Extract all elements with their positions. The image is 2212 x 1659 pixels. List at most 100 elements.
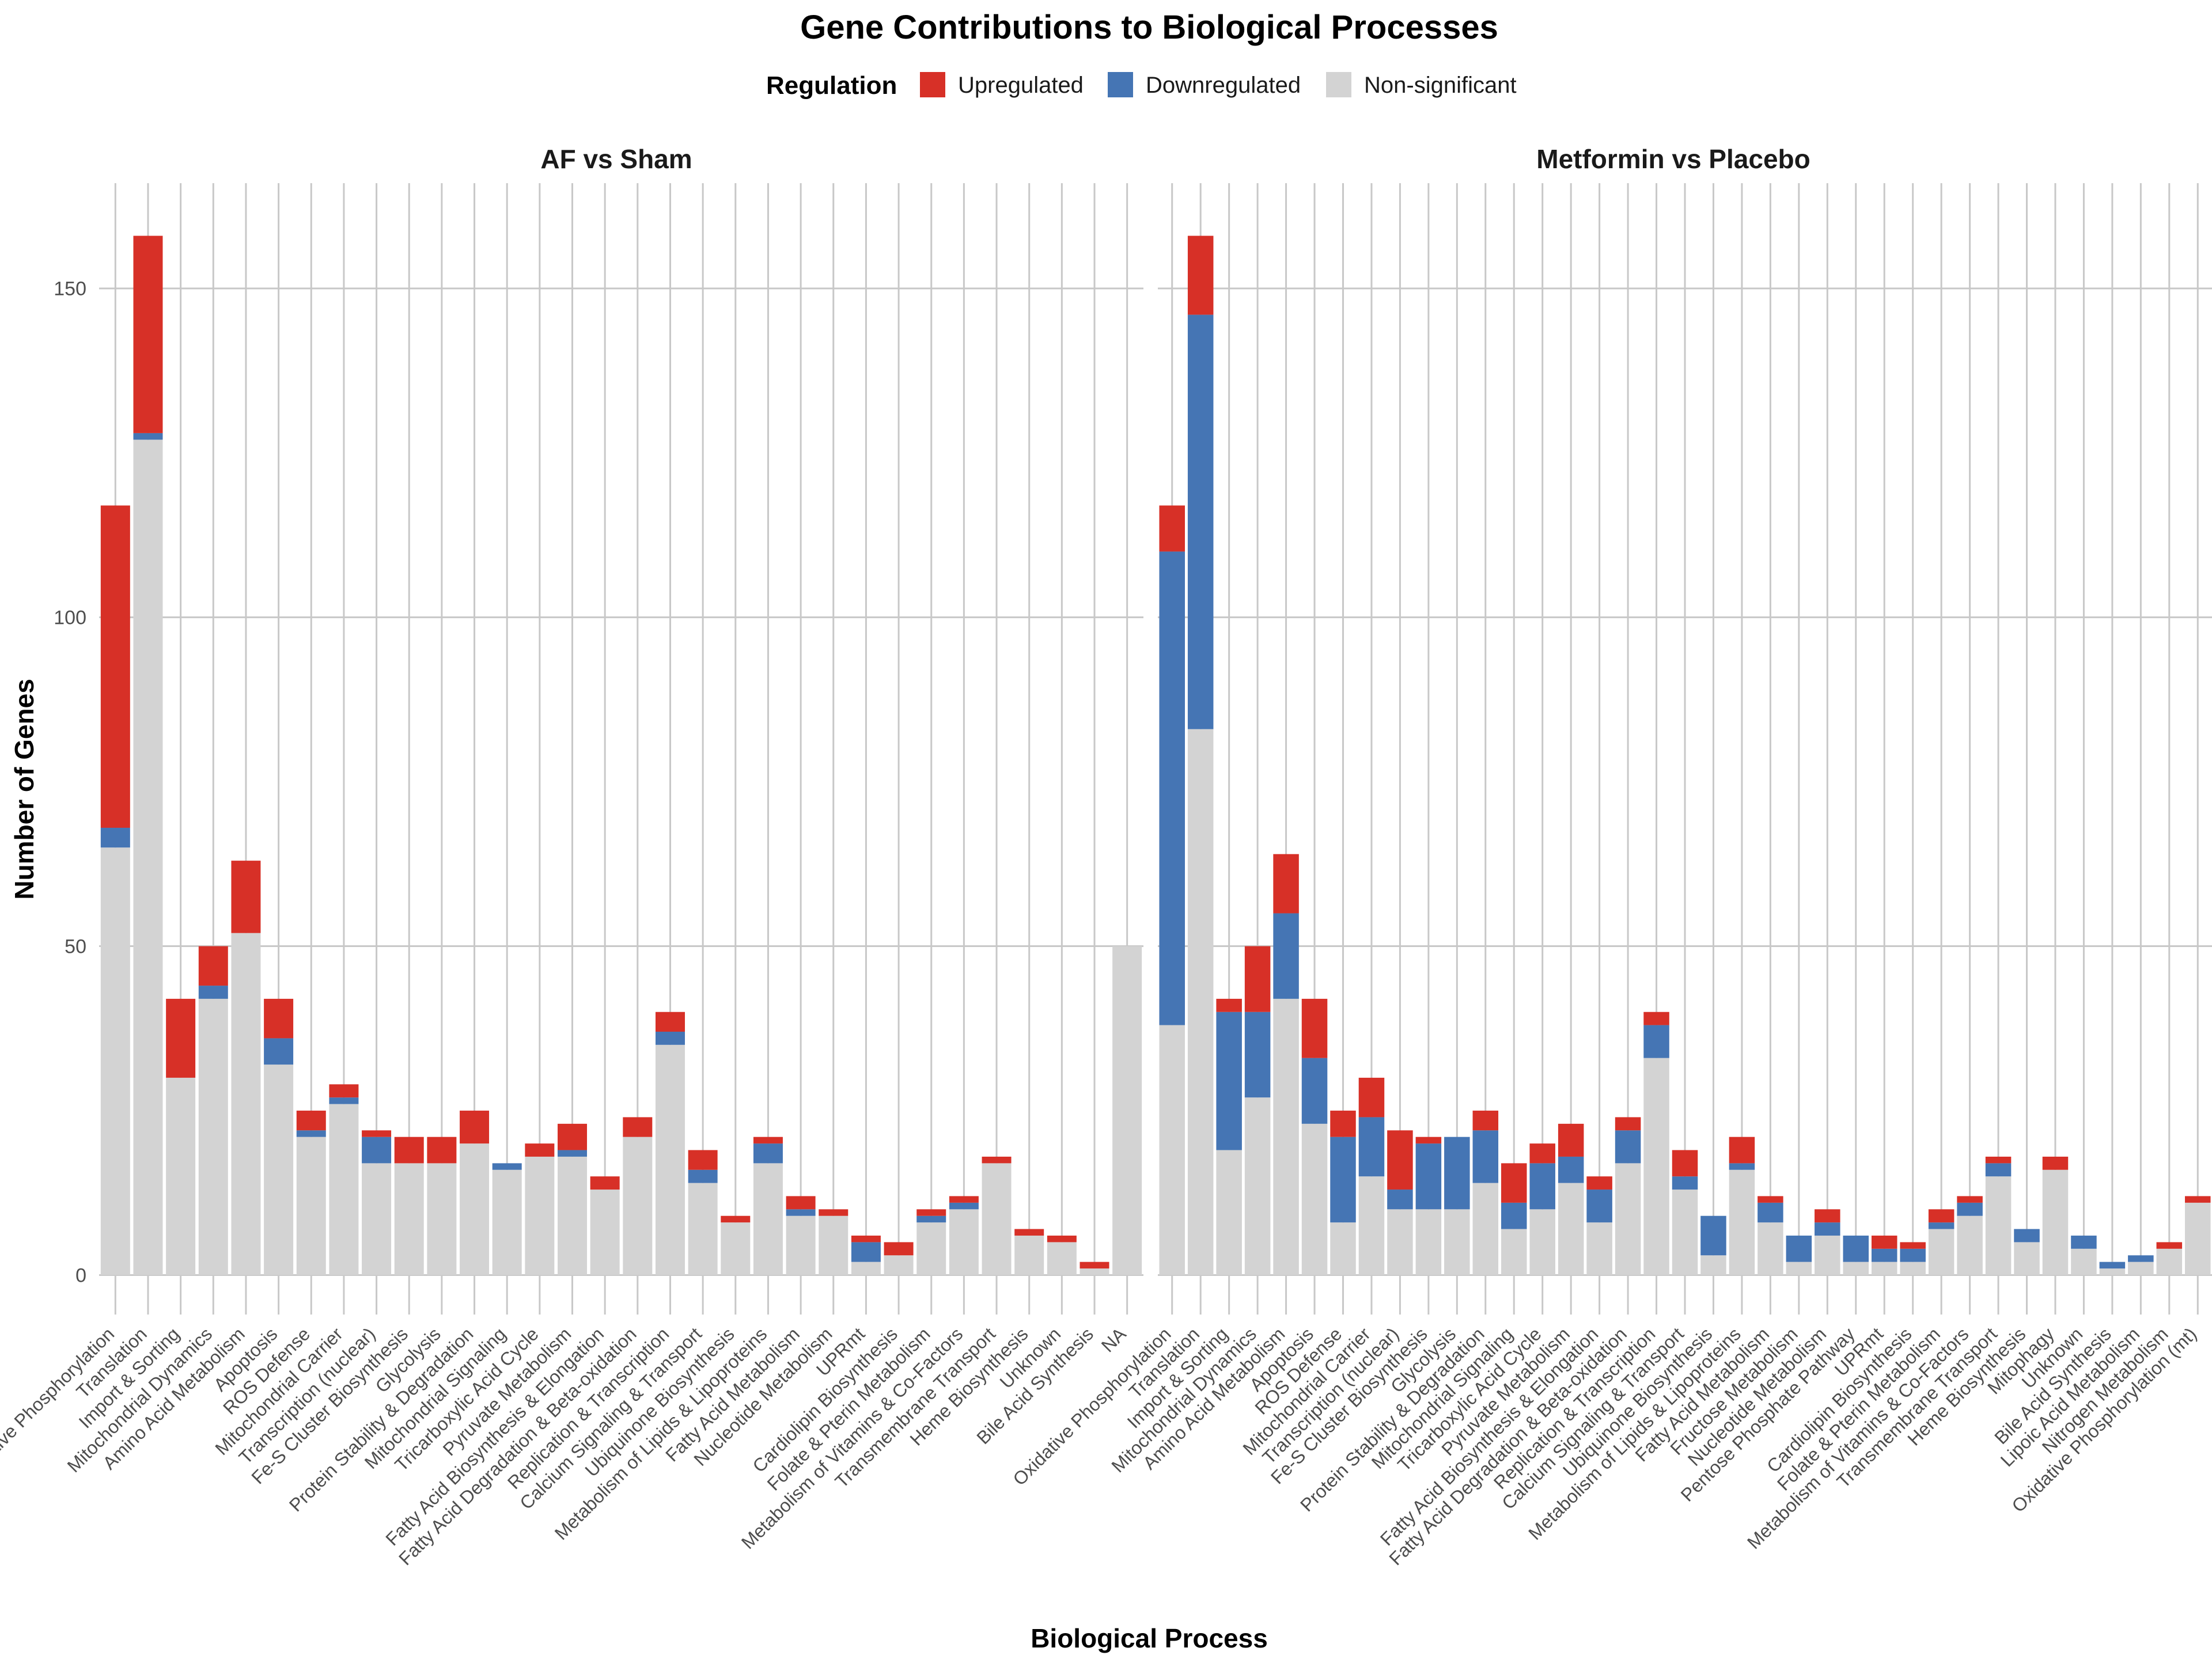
bar-non-significant-bile-acid-synthesis (2099, 1268, 2126, 1275)
bar-upregulated-oxidative-phosphorylation-mt (2185, 1196, 2211, 1203)
bar-non-significant-apoptosis (1301, 1123, 1328, 1275)
bar-downregulated-ros-defense (296, 1130, 326, 1137)
bar-downregulated-bile-acid-synthesis (2099, 1262, 2126, 1269)
bar-downregulated-apoptosis (1301, 1058, 1328, 1124)
bar-downregulated-heme-biosynthesis (2014, 1229, 2040, 1243)
bar-downregulated-oxidative-phosphorylation (1159, 551, 1185, 1025)
bar-non-significant-mitochondrial-carrier (1358, 1176, 1385, 1275)
bar-non-significant-lipoic-acid-metabolism (2128, 1262, 2154, 1275)
bar-non-significant-tricarboxylic-acid-cycle (525, 1156, 555, 1275)
bar-downregulated-ros-defense (1330, 1137, 1356, 1223)
bar-upregulated-cardiolipin-biosynthesis (884, 1242, 914, 1256)
bar-non-significant-fatty-acid-degradation-beta-oxidation (623, 1137, 653, 1275)
bar-upregulated-mitochondrial-carrier (1358, 1077, 1385, 1118)
bar-upregulated-fe-s-cluster-biosynthesis (394, 1137, 424, 1164)
x-axis-title: Biological Process (1031, 1623, 1268, 1653)
bar-non-significant-glycolysis (427, 1163, 457, 1275)
bar-downregulated-replication-transcription (655, 1032, 685, 1045)
bar-non-significant-folate-pterin-metabolism (1928, 1229, 1955, 1275)
bar-downregulated-mitochondrial-dynamics (198, 986, 228, 999)
bar-upregulated-apoptosis (264, 998, 294, 1039)
bar-upregulated-ros-defense (1330, 1111, 1356, 1137)
bar-non-significant-uprmt (1871, 1262, 1897, 1275)
bar-upregulated-fe-s-cluster-biosynthesis (1415, 1137, 1442, 1144)
bar-upregulated-calcium-signaling-transport (1672, 1150, 1698, 1177)
bar-downregulated-import-sorting (1216, 1012, 1242, 1150)
bar-non-significant-heme-biosynthesis (1014, 1235, 1044, 1275)
bar-upregulated-transmembrane-transport (1985, 1156, 2012, 1164)
bar-upregulated-folate-pterin-metabolism (916, 1209, 946, 1216)
y-axis-title: Number of Genes (9, 679, 39, 899)
bar-non-significant-ubiquinone-biosynthesis (721, 1222, 751, 1275)
bar-downregulated-oxidative-phosphorylation (100, 828, 130, 848)
bar-upregulated-transcription-nuclear (1387, 1130, 1413, 1190)
bar-downregulated-calcium-signaling-transport (688, 1169, 718, 1183)
bar-downregulated-calcium-signaling-transport (1672, 1176, 1698, 1190)
bar-downregulated-unknown (2071, 1235, 2097, 1249)
bar-upregulated-oxidative-phosphorylation (100, 505, 130, 828)
bar-non-significant-folate-pterin-metabolism (916, 1222, 946, 1275)
bar-non-significant-mitochondrial-signaling (1501, 1229, 1527, 1275)
bar-non-significant-uprmt (851, 1262, 881, 1275)
bar-non-significant-oxidative-phosphorylation (100, 847, 130, 1275)
bar-non-significant-metabolism-of-lipids-lipoproteins (753, 1163, 783, 1275)
bar-upregulated-protein-stability-degradation (460, 1111, 490, 1144)
legend-swatch-upregulated (920, 72, 945, 97)
y-tick-label: 0 (75, 1264, 86, 1286)
bar-non-significant-metabolism-of-lipids-lipoproteins (1729, 1169, 1755, 1275)
bar-non-significant-transmembrane-transport (1985, 1176, 2012, 1275)
bar-upregulated-bile-acid-synthesis (1080, 1262, 1109, 1269)
bar-downregulated-fe-s-cluster-biosynthesis (1415, 1143, 1442, 1210)
bar-non-significant-fatty-acid-degradation-beta-oxidation (1615, 1163, 1641, 1275)
bar-upregulated-mitochondrial-carrier (329, 1084, 359, 1098)
bar-downregulated-pentose-phosphate-pathway (1843, 1235, 1869, 1262)
bar-downregulated-metabolism-of-vitamins-co-factors (949, 1202, 979, 1210)
bar-downregulated-mitochondrial-signaling (492, 1163, 522, 1170)
bar-upregulated-metabolism-of-lipids-lipoproteins (1729, 1137, 1755, 1164)
panel-metformin-vs-placebo: Oxidative PhosphorylationTranslationImpo… (1009, 183, 2212, 1569)
bar-upregulated-pyruvate-metabolism (558, 1123, 588, 1150)
bar-upregulated-calcium-signaling-transport (688, 1150, 718, 1170)
bar-downregulated-ubiquinone-biosynthesis (1700, 1215, 1726, 1256)
bar-non-significant-glycolysis (1444, 1209, 1470, 1275)
bar-non-significant-calcium-signaling-transport (688, 1183, 718, 1275)
bar-non-significant-import-sorting (1216, 1150, 1242, 1275)
bar-upregulated-heme-biosynthesis (1014, 1229, 1044, 1236)
bar-downregulated-pyruvate-metabolism (1558, 1156, 1584, 1183)
bar-non-significant-mitochondrial-signaling (492, 1169, 522, 1275)
bar-non-significant-amino-acid-metabolism (1273, 998, 1299, 1275)
bar-downregulated-mitochondrial-signaling (1501, 1202, 1527, 1229)
bar-non-significant-fatty-acid-biosynthesis-elongation (1586, 1222, 1612, 1275)
bar-upregulated-pyruvate-metabolism (1558, 1123, 1584, 1157)
bar-upregulated-metabolism-of-vitamins-co-factors (1957, 1196, 1983, 1203)
bar-non-significant-mitochondrial-carrier (329, 1104, 359, 1275)
legend-label-downregulated: Downregulated (1146, 73, 1301, 98)
bar-upregulated-tricarboxylic-acid-cycle (1529, 1143, 1555, 1164)
bar-upregulated-mitochondrial-dynamics (198, 946, 228, 986)
y-tick-labels: 0 50 100 150 (54, 278, 86, 1287)
bar-upregulated-ubiquinone-biosynthesis (721, 1215, 751, 1223)
bar-upregulated-amino-acid-metabolism (1273, 854, 1299, 914)
bar-non-significant-transcription-nuclear (1387, 1209, 1413, 1275)
bar-non-significant-amino-acid-metabolism (231, 933, 261, 1275)
bar-non-significant-ros-defense (296, 1137, 326, 1275)
legend-swatch-non-significant (1326, 72, 1351, 97)
bar-upregulated-fatty-acid-biosynthesis-elongation (1586, 1176, 1612, 1190)
bar-upregulated-cardiolipin-biosynthesis (1900, 1242, 1926, 1249)
bar-upregulated-import-sorting (1216, 998, 1242, 1012)
bar-downregulated-mitochondrial-carrier (329, 1097, 359, 1104)
bar-downregulated-apoptosis (264, 1038, 294, 1065)
bar-downregulated-nucleotide-metabolism (1815, 1222, 1840, 1236)
bar-non-significant-calcium-signaling-transport (1672, 1190, 1698, 1275)
panel-title-metformin-vs-placebo: Metformin vs Placebo (1536, 144, 1810, 174)
bar-non-significant-translation (1187, 729, 1214, 1275)
bar-upregulated-uprmt (851, 1235, 881, 1243)
bar-downregulated-folate-pterin-metabolism (916, 1215, 946, 1223)
bar-non-significant-bile-acid-synthesis (1080, 1268, 1109, 1275)
bar-non-significant-apoptosis (264, 1065, 294, 1275)
bar-upregulated-fatty-acid-biosynthesis-elongation (590, 1176, 620, 1190)
bar-non-significant-heme-biosynthesis (2014, 1242, 2040, 1275)
bar-downregulated-transmembrane-transport (1985, 1163, 2012, 1177)
bar-non-significant-protein-stability-degradation (460, 1143, 490, 1275)
bar-non-significant-na (1112, 946, 1142, 1275)
